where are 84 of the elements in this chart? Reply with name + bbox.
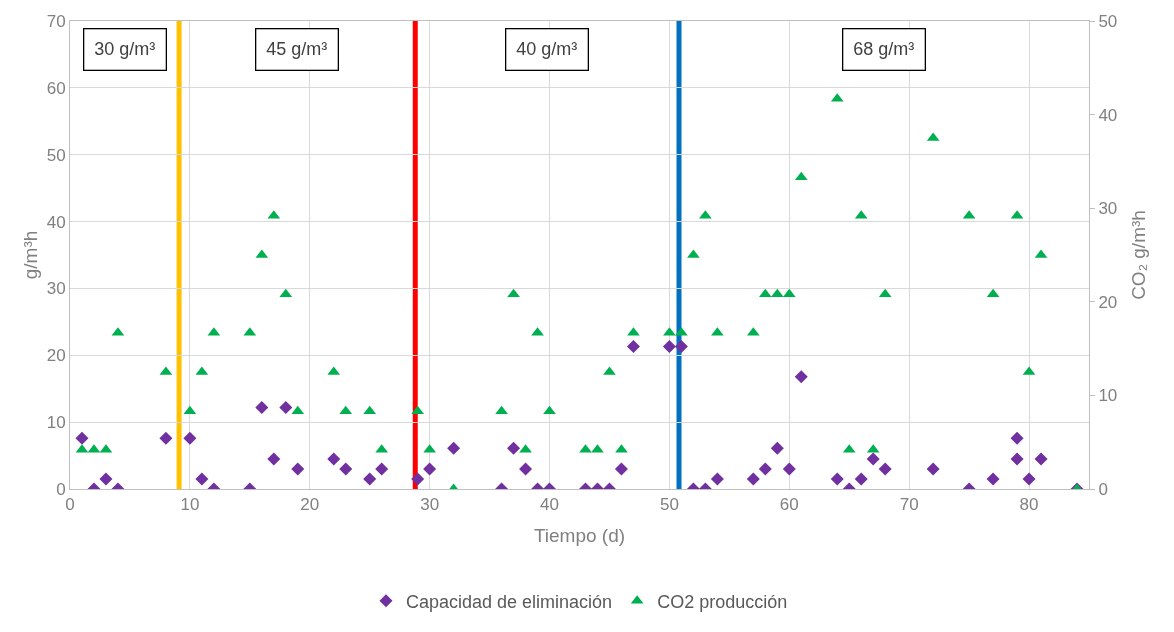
point xyxy=(327,452,341,466)
point xyxy=(423,462,437,476)
point xyxy=(866,452,880,466)
point xyxy=(75,431,89,445)
y-tick-label: 30 xyxy=(46,279,66,299)
point xyxy=(1010,452,1024,466)
annotation: 68 g/m³ xyxy=(853,39,915,60)
y2-tick-label: 30 xyxy=(1098,199,1118,219)
point xyxy=(183,431,197,445)
point xyxy=(758,288,772,298)
point xyxy=(986,472,1000,486)
point xyxy=(279,288,293,298)
y-tick-label: 60 xyxy=(46,78,66,98)
x-tick-label: 80 xyxy=(1019,495,1039,515)
x-tick-label: 50 xyxy=(659,495,679,515)
y2-tick-label: 20 xyxy=(1098,292,1118,312)
y-tick-label: 70 xyxy=(46,11,66,31)
x-tick-label: 60 xyxy=(779,495,799,515)
point xyxy=(782,462,796,476)
point xyxy=(830,472,844,486)
point xyxy=(614,462,628,476)
point xyxy=(746,472,760,486)
x-tick-label: 70 xyxy=(899,495,919,515)
point xyxy=(339,462,353,476)
point xyxy=(159,431,173,445)
point xyxy=(794,171,808,181)
point xyxy=(411,472,425,486)
y2-tick-label: 50 xyxy=(1098,11,1118,31)
point xyxy=(854,472,868,486)
point xyxy=(770,288,784,298)
point xyxy=(878,462,892,476)
point xyxy=(363,472,377,486)
point xyxy=(411,405,425,415)
legend-label: CO2 producción xyxy=(657,591,788,612)
point xyxy=(758,462,772,476)
point xyxy=(495,405,508,415)
point xyxy=(507,441,521,455)
point xyxy=(794,370,808,384)
point xyxy=(339,405,353,415)
point xyxy=(662,340,676,354)
point xyxy=(255,400,269,414)
point xyxy=(363,405,377,415)
y2-tick-label: 10 xyxy=(1098,386,1118,406)
x-tick-label: 10 xyxy=(180,495,200,515)
point xyxy=(1022,472,1036,486)
y-tick-label: 40 xyxy=(46,212,66,232)
point xyxy=(519,462,533,476)
point xyxy=(183,405,197,415)
x-tick-label: 30 xyxy=(420,495,440,515)
point xyxy=(926,462,940,476)
y-tick-label: 20 xyxy=(46,346,66,366)
point xyxy=(291,405,305,415)
point xyxy=(291,462,305,476)
point xyxy=(1010,431,1024,445)
point xyxy=(674,340,688,354)
annotation: 30 g/m³ xyxy=(94,39,156,60)
point xyxy=(1034,452,1048,466)
point xyxy=(279,400,293,414)
point xyxy=(986,288,1000,298)
point xyxy=(447,441,461,455)
point xyxy=(710,472,724,486)
y-axis-title: g/m³h xyxy=(19,230,41,280)
annotation: 40 g/m³ xyxy=(516,39,578,60)
x-axis-title: Tiempo (d) xyxy=(533,525,626,547)
y2-tick-label: 0 xyxy=(1098,479,1108,499)
legend-label: Capacidad de eliminación xyxy=(406,591,613,612)
point xyxy=(782,288,796,298)
point xyxy=(195,472,209,486)
point xyxy=(375,462,389,476)
point xyxy=(99,472,113,486)
point xyxy=(507,288,520,298)
x-tick-label: 20 xyxy=(300,495,320,515)
y-tick-label: 50 xyxy=(46,145,66,165)
x-tick-label: 40 xyxy=(540,495,559,515)
y2-axis-title: CO₂ g/m³h xyxy=(1128,210,1150,300)
point xyxy=(878,288,892,298)
annotation: 45 g/m³ xyxy=(266,39,328,60)
y-tick-label: 10 xyxy=(46,413,66,433)
y-tick-label: 0 xyxy=(56,479,66,499)
y2-tick-label: 40 xyxy=(1098,105,1118,125)
point xyxy=(543,405,556,415)
point xyxy=(770,441,784,455)
point xyxy=(626,340,640,354)
point xyxy=(267,452,281,466)
